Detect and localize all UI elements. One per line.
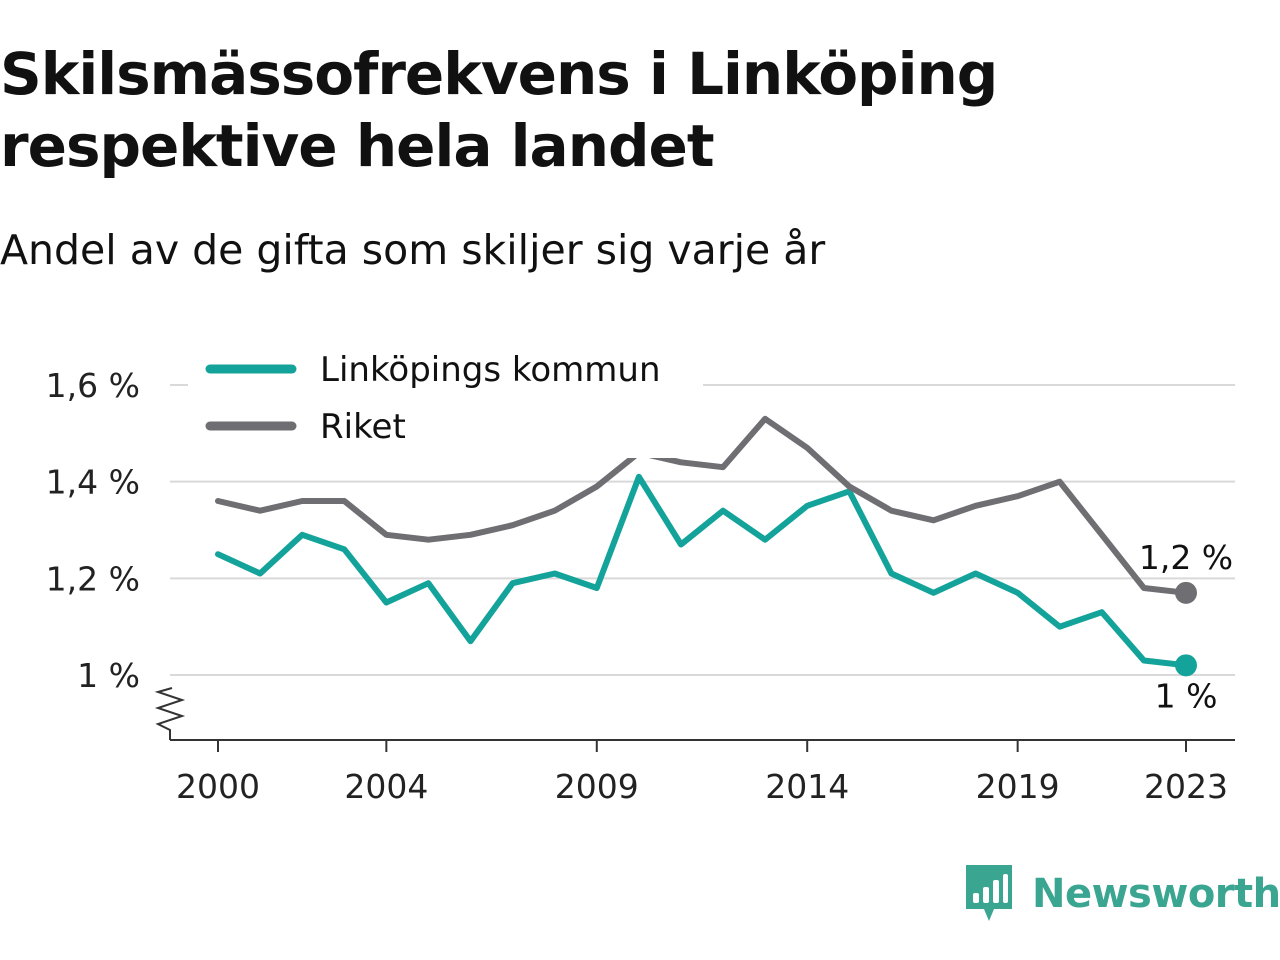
chart-subtitle: Andel av de gifta som skiljer sig varje … — [0, 226, 826, 274]
end-value-label: 1,2 % — [1139, 538, 1233, 577]
y-tick-label: 1,2 % — [46, 559, 140, 598]
x-tick-label: 2019 — [976, 767, 1060, 806]
legend-label: Riket — [320, 407, 406, 447]
legend-label: Linköpings kommun — [320, 350, 661, 390]
end-point — [1175, 654, 1197, 677]
end-points: 1 % 1,2 % — [1139, 538, 1233, 716]
line-chart: 1 %1,2 %1,4 %1,6 % 2000 2004 2009 2014 2019 2… — [45, 340, 1235, 806]
legend: Linköpings kommun Riket — [188, 340, 703, 458]
x-tick-label: 2004 — [344, 767, 428, 806]
y-axis-tick-labels: 1 % 1,2 % 1,4 % 1,6 % — [46, 366, 140, 695]
y-tick-label: 1,6 % — [46, 366, 140, 405]
end-point — [1175, 581, 1197, 604]
end-value-label: 1 % — [1155, 676, 1218, 715]
x-tick-label: 2000 — [176, 767, 260, 806]
series-line — [215, 473, 1189, 669]
brand: Newsworthy — [964, 862, 1280, 926]
axis-break-icon — [154, 687, 186, 740]
x-tick-label: 2023 — [1144, 767, 1228, 806]
y-tick-label: 1 % — [77, 656, 140, 695]
x-tick-label: 2009 — [555, 767, 639, 806]
brand-name: Newsworthy — [1032, 871, 1280, 917]
x-tick-label: 2014 — [765, 767, 849, 806]
y-tick-label: 1,4 % — [46, 463, 140, 502]
newsworthy-logo-icon — [966, 865, 1012, 921]
chart-title: Skilsmässofrekvens i Linköping respektiv… — [0, 40, 998, 180]
legend-background — [188, 340, 703, 458]
series-line — [215, 415, 1189, 596]
x-axis: 2000 2004 2009 2014 2019 2023 — [154, 687, 1235, 806]
series-lines — [215, 415, 1189, 669]
